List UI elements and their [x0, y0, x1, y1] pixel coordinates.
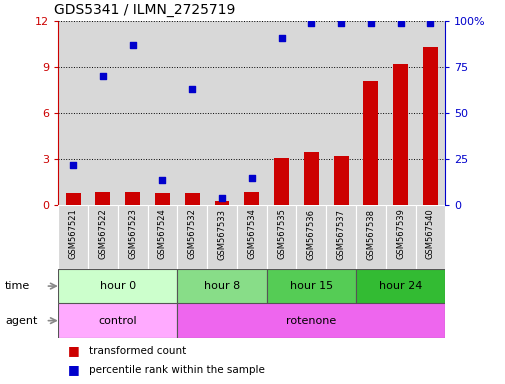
Bar	[177, 21, 207, 205]
Point	[426, 20, 434, 26]
Bar	[184, 193, 199, 205]
Bar	[355, 21, 385, 205]
Point	[188, 86, 196, 93]
Bar	[236, 21, 266, 205]
Bar	[88, 21, 118, 205]
Bar	[214, 201, 229, 205]
Point	[307, 20, 315, 26]
FancyBboxPatch shape	[385, 205, 415, 269]
Point	[366, 20, 374, 26]
Text: hour 24: hour 24	[378, 281, 422, 291]
Text: GSM567532: GSM567532	[187, 209, 196, 260]
FancyBboxPatch shape	[355, 269, 444, 303]
Text: GSM567523: GSM567523	[128, 209, 137, 260]
Text: GDS5341 / ILMN_2725719: GDS5341 / ILMN_2725719	[54, 3, 235, 17]
FancyBboxPatch shape	[88, 205, 118, 269]
Bar	[415, 21, 444, 205]
Bar	[118, 21, 147, 205]
Bar	[147, 21, 177, 205]
Text: GSM567538: GSM567538	[366, 209, 375, 260]
Bar	[274, 158, 288, 205]
Text: GSM567540: GSM567540	[425, 209, 434, 259]
Text: hour 0: hour 0	[99, 281, 135, 291]
FancyBboxPatch shape	[207, 205, 236, 269]
FancyBboxPatch shape	[177, 269, 266, 303]
FancyBboxPatch shape	[177, 205, 207, 269]
Text: agent: agent	[5, 316, 37, 326]
FancyBboxPatch shape	[266, 269, 355, 303]
Point	[128, 42, 136, 48]
Text: GSM567535: GSM567535	[276, 209, 285, 260]
FancyBboxPatch shape	[236, 205, 266, 269]
Text: GSM567539: GSM567539	[395, 209, 405, 260]
Point	[69, 162, 77, 168]
Text: GSM567537: GSM567537	[336, 209, 345, 260]
Text: time: time	[5, 281, 30, 291]
Text: GSM567534: GSM567534	[247, 209, 256, 260]
Text: control: control	[98, 316, 137, 326]
Bar	[266, 21, 296, 205]
FancyBboxPatch shape	[415, 205, 444, 269]
Bar	[326, 21, 355, 205]
FancyBboxPatch shape	[266, 205, 296, 269]
Text: GSM567522: GSM567522	[98, 209, 107, 259]
Bar	[422, 47, 437, 205]
Point	[336, 20, 344, 26]
Bar	[66, 193, 80, 205]
Bar	[95, 192, 110, 205]
FancyBboxPatch shape	[58, 205, 88, 269]
Bar	[363, 81, 378, 205]
FancyBboxPatch shape	[355, 205, 385, 269]
Text: hour 8: hour 8	[204, 281, 239, 291]
FancyBboxPatch shape	[58, 303, 177, 338]
FancyBboxPatch shape	[296, 205, 326, 269]
Text: ■: ■	[68, 363, 80, 376]
Text: GSM567521: GSM567521	[69, 209, 77, 259]
FancyBboxPatch shape	[118, 205, 147, 269]
Point	[158, 177, 166, 183]
Point	[98, 73, 107, 79]
Text: ■: ■	[68, 344, 80, 357]
Bar	[333, 156, 348, 205]
Text: rotenone: rotenone	[286, 316, 336, 326]
Bar	[125, 192, 140, 205]
Text: percentile rank within the sample: percentile rank within the sample	[88, 364, 264, 375]
FancyBboxPatch shape	[177, 303, 444, 338]
FancyBboxPatch shape	[147, 205, 177, 269]
Text: transformed count: transformed count	[88, 346, 185, 356]
Point	[396, 20, 404, 26]
Text: hour 15: hour 15	[289, 281, 332, 291]
Point	[247, 175, 256, 181]
FancyBboxPatch shape	[326, 205, 355, 269]
Bar	[155, 193, 170, 205]
Bar	[385, 21, 415, 205]
Bar	[303, 152, 318, 205]
Bar	[392, 64, 407, 205]
Bar	[244, 192, 259, 205]
Text: GSM567524: GSM567524	[158, 209, 167, 259]
Bar	[207, 21, 236, 205]
Point	[277, 35, 285, 41]
Bar	[58, 21, 88, 205]
Point	[218, 195, 226, 201]
Bar	[296, 21, 326, 205]
FancyBboxPatch shape	[58, 269, 177, 303]
Text: GSM567536: GSM567536	[306, 209, 315, 260]
Text: GSM567533: GSM567533	[217, 209, 226, 260]
